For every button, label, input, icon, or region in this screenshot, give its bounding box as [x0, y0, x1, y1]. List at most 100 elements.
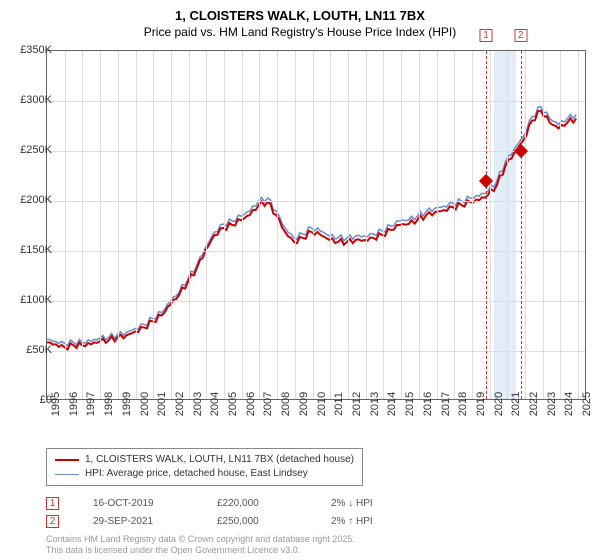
- grid-line-v: [490, 51, 491, 399]
- grid-line-v: [153, 51, 154, 399]
- grid-line-v: [525, 51, 526, 399]
- grid-line-v: [100, 51, 101, 399]
- grid-line-v: [136, 51, 137, 399]
- grid-line-h: [47, 251, 585, 252]
- y-axis-label: £350K: [20, 44, 52, 56]
- grid-line-v: [118, 51, 119, 399]
- chart-container: 1, CLOISTERS WALK, LOUTH, LN11 7BX Price…: [0, 0, 600, 560]
- x-axis-label: 2023: [546, 392, 558, 416]
- grid-line-v: [189, 51, 190, 399]
- grid-line-h: [47, 151, 585, 152]
- transaction-delta: 2% ↓ HPI: [331, 498, 373, 509]
- x-axis-label: 2024: [563, 392, 575, 416]
- x-axis-label: 2018: [457, 392, 469, 416]
- grid-line-v: [277, 51, 278, 399]
- x-axis-label: 2009: [298, 392, 310, 416]
- y-axis-label: £300K: [20, 94, 52, 106]
- grid-line-h: [47, 101, 585, 102]
- grid-line-v: [578, 51, 579, 399]
- y-axis-label: £150K: [20, 244, 52, 256]
- x-axis-label: 1996: [68, 392, 80, 416]
- transaction-price: £220,000: [217, 498, 297, 509]
- transaction-date: 29-SEP-2021: [93, 516, 183, 527]
- title-line2: Price paid vs. HM Land Registry's House …: [0, 25, 600, 39]
- chart-lines-svg: [47, 51, 585, 399]
- x-axis-label: 2021: [510, 392, 522, 416]
- grid-line-v: [454, 51, 455, 399]
- grid-line-h: [47, 201, 585, 202]
- x-axis-label: 2020: [493, 392, 505, 416]
- grid-line-v: [366, 51, 367, 399]
- title-block: 1, CLOISTERS WALK, LOUTH, LN11 7BX Price…: [0, 0, 600, 39]
- legend-box: 1, CLOISTERS WALK, LOUTH, LN11 7BX (deta…: [46, 448, 363, 486]
- x-axis-label: 2017: [440, 392, 452, 416]
- grid-line-v: [259, 51, 260, 399]
- x-axis-label: 1999: [121, 392, 133, 416]
- grid-line-v: [348, 51, 349, 399]
- legend-swatch: [55, 459, 79, 461]
- x-axis-label: 2016: [422, 392, 434, 416]
- grid-line-v: [65, 51, 66, 399]
- event-marker-label: 2: [514, 29, 527, 42]
- grid-line-v: [206, 51, 207, 399]
- grid-line-v: [437, 51, 438, 399]
- grid-line-h: [47, 351, 585, 352]
- x-axis-label: 2008: [280, 392, 292, 416]
- x-axis-label: 2007: [262, 392, 274, 416]
- grid-line-v: [401, 51, 402, 399]
- x-axis-label: 2019: [475, 392, 487, 416]
- grid-line-v: [242, 51, 243, 399]
- y-axis-label: £250K: [20, 144, 52, 156]
- legend-swatch: [55, 474, 79, 475]
- transaction-row: 2 29-SEP-2021 £250,000 2% ↑ HPI: [46, 512, 373, 530]
- grid-line-v: [507, 51, 508, 399]
- grid-line-v: [224, 51, 225, 399]
- x-axis-label: 2001: [156, 392, 168, 416]
- x-axis-label: 2014: [386, 392, 398, 416]
- event-line: [521, 51, 522, 399]
- transaction-marker: 2: [46, 515, 59, 528]
- event-line: [486, 51, 487, 399]
- grid-line-v: [383, 51, 384, 399]
- x-axis-label: 2022: [528, 392, 540, 416]
- title-line1: 1, CLOISTERS WALK, LOUTH, LN11 7BX: [0, 8, 600, 23]
- legend-label: HPI: Average price, detached house, East…: [85, 467, 308, 481]
- grid-line-v: [543, 51, 544, 399]
- transaction-marker: 1: [46, 497, 59, 510]
- x-axis-label: 2003: [192, 392, 204, 416]
- grid-line-v: [82, 51, 83, 399]
- transaction-price: £250,000: [217, 516, 297, 527]
- x-axis-label: 2013: [369, 392, 381, 416]
- grid-line-v: [419, 51, 420, 399]
- x-axis-label: 2025: [581, 392, 593, 416]
- chart-plot-area: 12: [46, 50, 586, 400]
- x-axis-label: 1997: [85, 392, 97, 416]
- grid-line-v: [560, 51, 561, 399]
- x-axis-label: 2004: [209, 392, 221, 416]
- y-axis-label: £200K: [20, 194, 52, 206]
- x-axis-label: 2015: [404, 392, 416, 416]
- footer-line1: Contains HM Land Registry data © Crown c…: [46, 534, 355, 545]
- x-axis-label: 1995: [50, 392, 62, 416]
- x-axis-label: 2000: [139, 392, 151, 416]
- x-axis-label: 2005: [227, 392, 239, 416]
- grid-line-v: [171, 51, 172, 399]
- grid-line-h: [47, 301, 585, 302]
- grid-line-v: [295, 51, 296, 399]
- event-marker-label: 1: [480, 29, 493, 42]
- x-axis-label: 2012: [351, 392, 363, 416]
- series-line: [47, 107, 576, 346]
- transaction-date: 16-OCT-2019: [93, 498, 183, 509]
- series-line: [47, 111, 576, 350]
- footer-line2: This data is licensed under the Open Gov…: [46, 545, 355, 556]
- grid-line-v: [313, 51, 314, 399]
- x-axis-label: 2010: [316, 392, 328, 416]
- transaction-delta: 2% ↑ HPI: [331, 516, 373, 527]
- grid-line-v: [472, 51, 473, 399]
- legend-label: 1, CLOISTERS WALK, LOUTH, LN11 7BX (deta…: [85, 453, 354, 467]
- x-axis-label: 2002: [174, 392, 186, 416]
- legend-item: 1, CLOISTERS WALK, LOUTH, LN11 7BX (deta…: [55, 453, 354, 467]
- legend-item: HPI: Average price, detached house, East…: [55, 467, 354, 481]
- footer-attribution: Contains HM Land Registry data © Crown c…: [46, 534, 355, 556]
- y-axis-label: £100K: [20, 294, 52, 306]
